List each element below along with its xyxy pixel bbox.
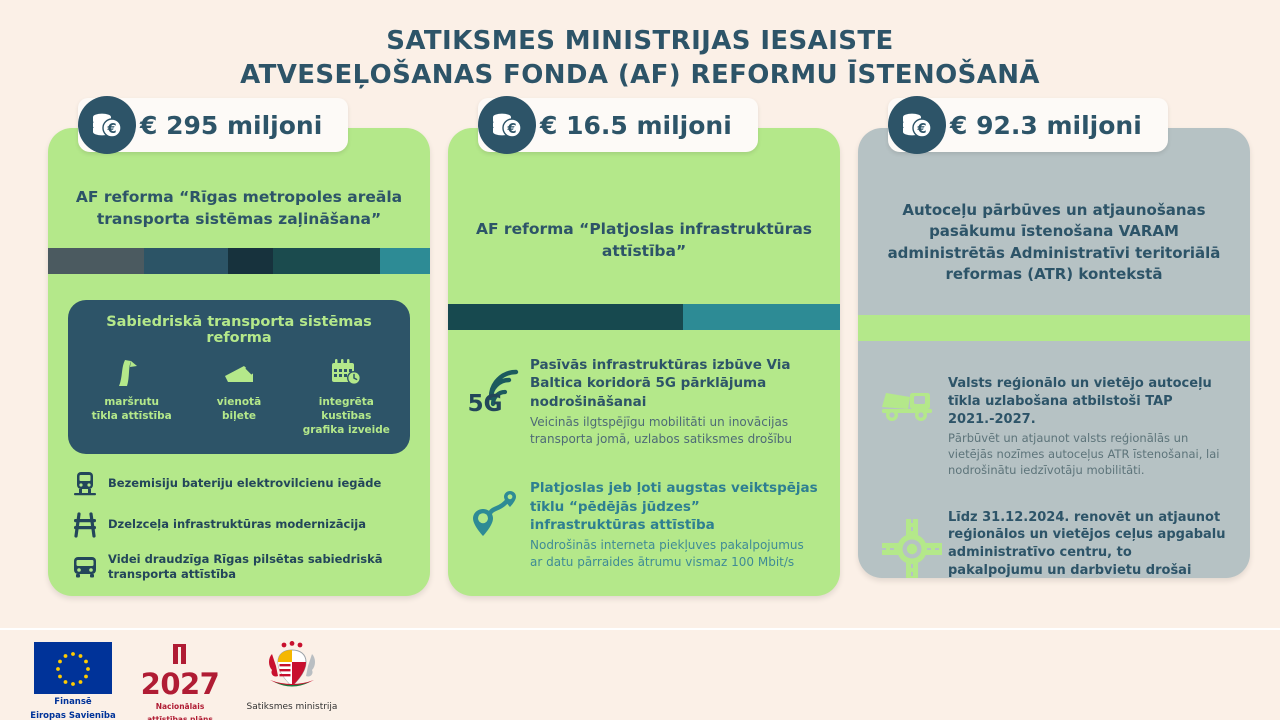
calendar-clock-icon [293, 356, 399, 388]
page-title-line2: ATVESEĻOŠANAS FONDA (AF) REFORMU ĪSTENOŠ… [240, 60, 1040, 91]
wifi-5g-icon: 5G [466, 356, 530, 416]
eu-funding-logo: Finansē Eiropas Savienība NextGeneration… [18, 642, 128, 720]
stripe-segment [858, 315, 1250, 342]
darkbox-item: maršrutu tīkla attīstība [79, 356, 185, 424]
column-card: AF reforma “Platjoslas infrastruktūras a… [448, 128, 840, 596]
darkbox-item-label: vienotā biļete [216, 396, 262, 422]
stripe-segment [448, 304, 684, 330]
svg-text:€: € [916, 122, 926, 137]
stripe-segment [273, 248, 381, 274]
coins-euro-icon: € [888, 96, 946, 154]
stripe-segment [380, 248, 430, 274]
entry-body: Pasīvās infrastruktūras izbūve Via Balti… [530, 356, 818, 447]
list-item-text: Bezemisiju bateriju elektrovilcienu iegā… [108, 475, 382, 490]
coins-euro-icon: € [78, 96, 136, 154]
stripe-segment [48, 248, 144, 274]
eu-logo-line1: Finansē [54, 697, 92, 707]
darkbox-item-label: maršrutu tīkla attīstība [91, 396, 172, 422]
nap-2027-logo: 2027 Nacionālais attīstības plāns [132, 642, 228, 720]
nap-logo-line2: attīstības plāns [147, 714, 213, 720]
nap-year: 2027 [140, 667, 220, 701]
stripe-bar [858, 315, 1250, 342]
ministry-logo: Satiksmes ministrija [238, 640, 346, 712]
nap-2027-icon [132, 642, 228, 670]
darkbox-item-label: integrēta kustības grafika izveide [302, 396, 390, 436]
column-heading: AF reforma “Platjoslas infrastruktūras a… [475, 220, 813, 260]
coins-euro-icon: € [478, 96, 536, 154]
stripe-bar [448, 304, 840, 330]
entry-deadline-2024: Līdz 31.12.2024. renovēt un atjaunot reģ… [858, 509, 1250, 578]
entry-heading: Līdz 31.12.2024. renovēt un atjaunot reģ… [948, 509, 1226, 578]
road-icon [79, 356, 185, 388]
eu-logo-line2: Eiropas Savienība [30, 710, 116, 720]
latvia-coat-of-arms-icon [238, 640, 346, 700]
stripe-segment [227, 248, 274, 274]
entry-body: Valsts reģionālo un vietējo autoceļu tīk… [948, 375, 1228, 479]
list-item: Bezemisiju bateriju elektrovilcienu iegā… [62, 470, 416, 498]
eu-flag-icon [34, 642, 112, 694]
entry-text: Veicinās ilgtspējīgu mobilitāti un inovā… [530, 415, 793, 446]
entry-body: Platjoslas jeb ļoti augstas veiktspējas … [530, 479, 818, 570]
entry-heading: Platjoslas jeb ļoti augstas veiktspējas … [530, 480, 818, 533]
public-transport-reform-box: Sabiedriskā transporta sistēmas reforma … [68, 300, 410, 454]
darkbox-item: vienotā biļete [186, 356, 292, 424]
svg-text:€: € [506, 122, 516, 137]
stripe-segment [143, 248, 228, 274]
darkbox-items: maršrutu tīkla attīstība vienotā biļete [78, 356, 400, 438]
list-item: Dzelzceļa infrastruktūras modernizācija [62, 511, 416, 538]
columns-container: AF reforma “Rīgas metropoles areāla tran… [0, 96, 1280, 608]
stripe-segment [683, 304, 840, 330]
entry-tap-2021-2027: Valsts reģionālo un vietējo autoceļu tīk… [858, 375, 1250, 479]
page-title: SATIKSMES MINISTRIJAS IESAISTE ATVESEĻOŠ… [0, 24, 1280, 93]
amount-value: € 92.3 miljoni [950, 110, 1142, 140]
column-card: AF reforma “Rīgas metropoles areāla tran… [48, 128, 430, 596]
entry-body: Līdz 31.12.2024. renovēt un atjaunot reģ… [948, 509, 1228, 578]
darkbox-item: integrēta kustības grafika izveide [293, 356, 399, 438]
svg-text:€: € [106, 122, 116, 137]
rail-track-icon [62, 511, 108, 538]
measures-list: Bezemisiju bateriju elektrovilcienu iegā… [62, 470, 416, 596]
ministry-label: Satiksmes ministrija [246, 702, 338, 712]
train-icon [62, 470, 108, 498]
entry-heading: Valsts reģionālo un vietējo autoceļu tīk… [948, 376, 1212, 427]
entry-5g-via-baltica: 5G Pasīvās infrastruktūras izbūve Via Ba… [448, 356, 840, 447]
list-item-text: Dzelzceļa infrastruktūras modernizācija [108, 516, 367, 531]
entry-text: Nodrošinās interneta piekļuves pakalpoju… [530, 538, 804, 569]
route-pins-icon [466, 479, 530, 539]
column-heading: AF reforma “Rīgas metropoles areāla tran… [75, 188, 403, 228]
entry-text: Pārbūvēt un atjaunot valsts reģionālās u… [948, 431, 1220, 477]
page-title-line1: SATIKSMES MINISTRIJAS IESAISTE [386, 26, 894, 56]
amount-badge: € 295 miljoni € [78, 96, 349, 154]
amount-value: € 16.5 miljoni [540, 110, 732, 140]
footer-divider [0, 628, 1280, 630]
list-item-text: Videi draudzīga Rīgas pilsētas sabiedris… [108, 551, 383, 581]
amount-badge: € 92.3 miljoni € [888, 96, 1168, 154]
roundabout-icon [876, 509, 948, 578]
svg-text:5G: 5G [469, 391, 502, 416]
column-heading: Autoceļu pārbūves un atjaunošanas pasāku… [887, 201, 1221, 283]
nap-logo-line1: Nacionālais [155, 702, 205, 711]
stripe-bar [48, 248, 430, 274]
bus-icon [62, 554, 108, 580]
column-card: Autoceļu pārbūves un atjaunošanas pasāku… [858, 128, 1250, 578]
amount-value: € 295 miljoni [140, 110, 323, 140]
dump-truck-icon [876, 375, 948, 427]
darkbox-title: Sabiedriskā transporta sistēmas reforma [106, 314, 372, 346]
list-item: Videi draudzīga Rīgas pilsētas sabiedris… [62, 552, 416, 583]
footer: Finansē Eiropas Savienība NextGeneration… [0, 628, 1280, 720]
entry-heading: Pasīvās infrastruktūras izbūve Via Balti… [530, 357, 791, 410]
amount-badge: € 16.5 miljoni € [478, 96, 758, 154]
entry-last-mile: Platjoslas jeb ļoti augstas veiktspējas … [448, 479, 840, 570]
ticket-icon [186, 356, 292, 388]
